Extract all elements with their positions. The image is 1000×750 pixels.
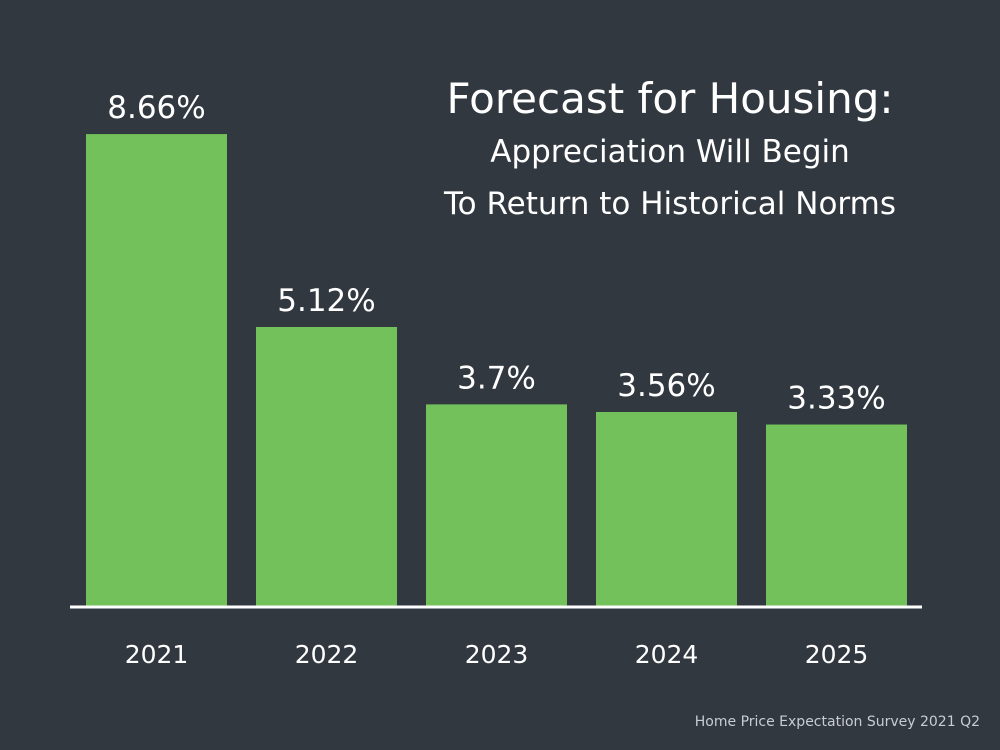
value-label-2021: 8.66% — [107, 90, 205, 126]
chart-title-block: Forecast for Housing: Appreciation Will … — [400, 72, 940, 230]
tick-labels-layer: 2021 2022 2023 2024 2025 — [125, 640, 869, 669]
value-label-2022: 5.12% — [277, 283, 375, 319]
bar-2025 — [766, 424, 907, 606]
bar-2022 — [256, 326, 397, 606]
chart-subtitle-line-2: To Return to Historical Norms — [444, 186, 896, 222]
x-tick-label-2021: 2021 — [125, 640, 189, 669]
value-label-2024: 3.56% — [617, 368, 715, 404]
chart-subtitle-line-1: Appreciation Will Begin — [490, 134, 850, 170]
value-label-2023: 3.7% — [457, 360, 536, 396]
value-label-2025: 3.33% — [787, 381, 885, 417]
x-tick-label-2024: 2024 — [635, 640, 699, 669]
value-labels-layer: 8.66% 5.12% 3.7% 3.56% 3.33% — [107, 90, 885, 416]
bar-2021 — [86, 134, 227, 606]
x-tick-label-2022: 2022 — [295, 640, 359, 669]
bar-2024 — [596, 412, 737, 606]
bar-2023 — [426, 404, 567, 606]
x-tick-label-2023: 2023 — [465, 640, 529, 669]
x-tick-label-2025: 2025 — [805, 640, 869, 669]
bars-layer — [86, 134, 907, 606]
chart-title: Forecast for Housing: — [446, 74, 894, 123]
source-note: Home Price Expectation Survey 2021 Q2 — [694, 714, 980, 730]
